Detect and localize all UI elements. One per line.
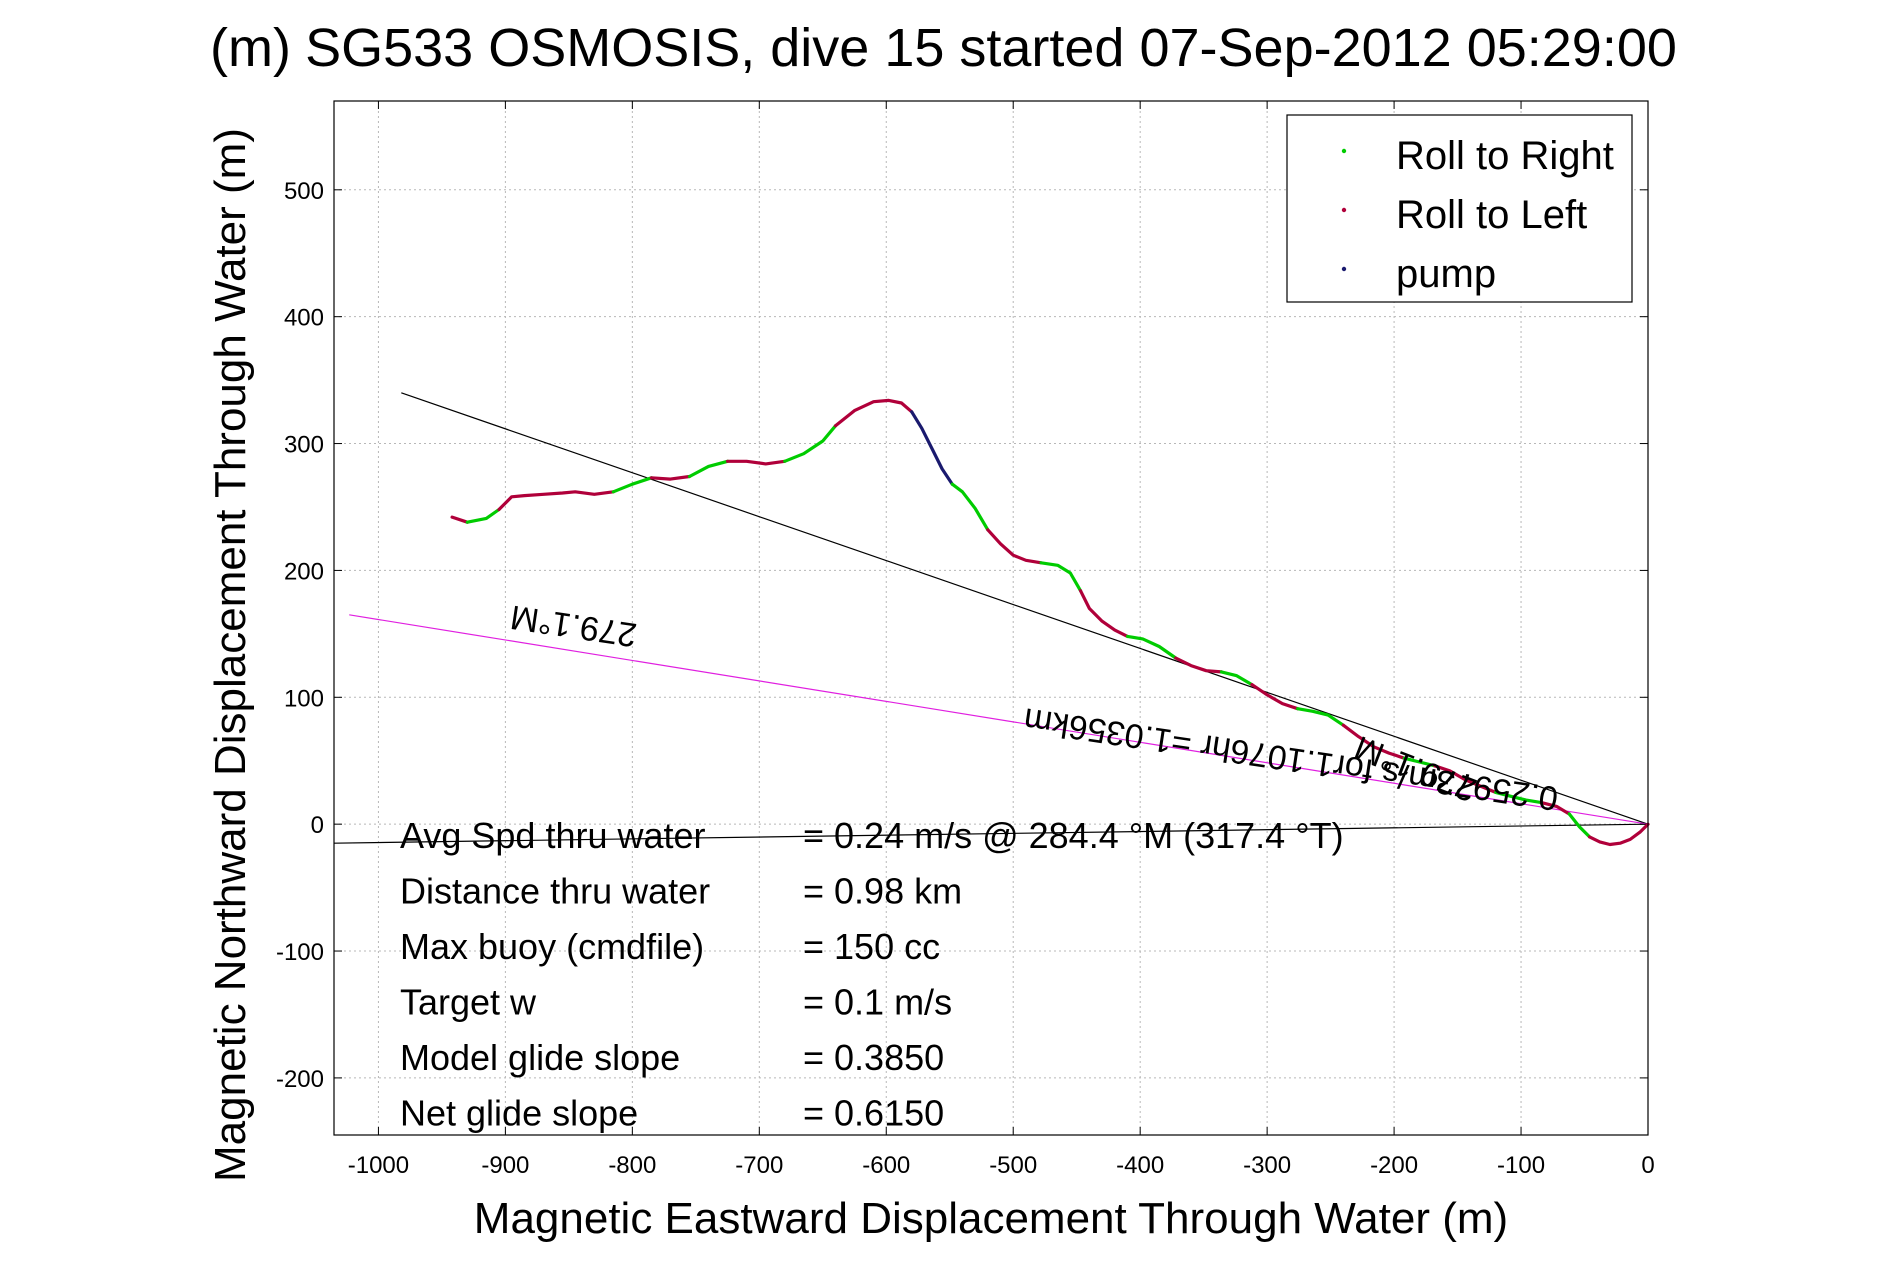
annotation-value: = 0.24 m/s @ 284.4 °M (317.4 °T) <box>803 815 1344 856</box>
x-tick-label: -300 <box>1243 1152 1291 1179</box>
x-tick-label: -900 <box>481 1152 529 1179</box>
track-segment-roll-left <box>833 398 914 428</box>
reference-lines-layer <box>333 392 1649 844</box>
y-tick-label: 200 <box>284 558 324 585</box>
reference-line-baseline <box>333 823 1649 844</box>
annotation-value: = 0.3850 <box>803 1037 944 1078</box>
track-segment-roll-left <box>1539 800 1571 816</box>
annotation-label: Target w <box>400 982 537 1023</box>
annotation-value: = 0.1 m/s <box>803 982 952 1023</box>
track-segment-roll-left <box>1078 589 1130 639</box>
annotation-value: = 0.98 km <box>803 871 962 912</box>
x-tick-label: -500 <box>989 1152 1037 1179</box>
y-tick-label: 500 <box>284 178 324 205</box>
track-segment-roll-right <box>950 482 990 532</box>
track-segment-roll-right <box>1295 707 1345 727</box>
y-axis-title: Magnetic Northward Displacement Through … <box>206 128 255 1182</box>
legend-marker-2 <box>1341 266 1347 272</box>
x-tick-label: -600 <box>862 1152 910 1179</box>
track-segment-roll-left <box>1250 682 1300 711</box>
y-tick-label: -100 <box>276 939 324 966</box>
legend-label: Roll to Right <box>1396 134 1614 178</box>
track-segment-roll-right <box>1219 670 1254 687</box>
track-segment-roll-right <box>611 476 654 494</box>
y-tick-label: 400 <box>284 305 324 332</box>
legend-marker-1 <box>1341 207 1347 213</box>
legend-label: Roll to Left <box>1396 193 1587 237</box>
track-segment-roll-right <box>1039 561 1083 593</box>
legend-marker-0 <box>1341 148 1347 154</box>
track-segment-roll-right <box>687 459 730 479</box>
legend: Roll to Right Roll to Left pump <box>1286 114 1633 303</box>
y-tick-label: -200 <box>276 1066 324 1093</box>
reference-line-track-fit <box>401 392 1649 825</box>
plot-frame <box>333 100 1649 1136</box>
track-segment-roll-right <box>465 507 501 524</box>
annotation-label: Distance thru water <box>400 871 710 912</box>
y-tick-label: 100 <box>284 685 324 712</box>
track-segment-roll-left <box>1433 764 1498 795</box>
annotations-layer: Avg Spd thru water = 0.24 m/s @ 284.4 °M … <box>400 815 1344 1134</box>
annotation-label: Net glide slope <box>400 1093 638 1134</box>
track-segment-roll-left <box>986 528 1043 565</box>
x-tick-label: -800 <box>608 1152 656 1179</box>
track-segment-pump <box>910 410 954 486</box>
track-segment-roll-left <box>497 490 615 512</box>
title-overlap-text: (m) <box>210 18 291 78</box>
x-tick-label: -200 <box>1370 1152 1418 1179</box>
legend-label: pump <box>1396 252 1496 296</box>
x-tick-label: -1000 <box>348 1152 409 1179</box>
annotation-label: Model glide slope <box>400 1037 680 1078</box>
track-segment-roll-left <box>725 459 787 466</box>
track-segment-roll-right <box>1567 812 1592 839</box>
annotation-label: Avg Spd thru water <box>400 815 706 856</box>
x-tick-label: -700 <box>735 1152 783 1179</box>
track-segment-roll-right <box>1494 790 1544 805</box>
x-tick-label: -100 <box>1497 1152 1545 1179</box>
annotation-label: Max buoy (cmdfile) <box>400 926 704 967</box>
track-layer <box>450 398 1650 847</box>
track-segment-roll-right <box>1125 634 1178 660</box>
x-tick-label: -400 <box>1116 1152 1164 1179</box>
reference-line-heading-279 <box>349 614 1649 825</box>
track-segment-roll-left <box>450 515 469 524</box>
x-axis-title: Magnetic Eastward Displacement Through W… <box>474 1194 1508 1243</box>
annotation-value: = 150 cc <box>803 926 940 967</box>
chart-title: SG533 OSMOSIS, dive 15 started 07-Sep-20… <box>305 18 1677 78</box>
track-segment-roll-left <box>649 474 692 481</box>
tick-layer: -1000 -900 -800 -700 -600 -500 -400 -300 -200 -10… <box>276 101 1655 1179</box>
annotation-value: = 0.6150 <box>803 1093 944 1134</box>
y-tick-label: 0 <box>311 812 324 839</box>
y-tick-label: 300 <box>284 432 324 459</box>
track-segment-roll-left <box>1174 656 1224 674</box>
track-segment-roll-left <box>1341 723 1406 760</box>
track-segment-roll-right <box>783 424 838 463</box>
track-segment-roll-right <box>1402 756 1437 768</box>
track-segment-roll-left <box>1587 822 1650 847</box>
x-tick-label: 0 <box>1641 1152 1654 1179</box>
